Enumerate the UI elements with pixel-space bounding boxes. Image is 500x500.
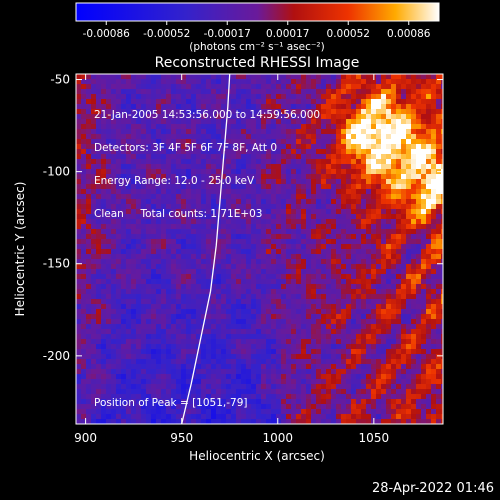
x-tick-label: 900 xyxy=(74,431,97,445)
y-tick-label: -50 xyxy=(50,73,70,87)
axis-ticks: 900 950 1000 1050 -50 -100 -150 -200 xyxy=(43,73,443,445)
observation-info: 21-Jan-2005 14:53:56.000 to 14:59:56.000… xyxy=(94,88,320,231)
peak-position-text: Position of Peak = [1051,-79] xyxy=(94,397,248,409)
x-tick-label: 1000 xyxy=(262,431,293,445)
energy-range-text: Energy Range: 12.0 - 25.0 keV xyxy=(94,175,255,187)
colorbar-tick-label: -0.00052 xyxy=(143,28,190,40)
x-tick-label: 1050 xyxy=(359,431,390,445)
colorbar-tick-label: 0.00017 xyxy=(266,28,309,40)
colorbar-ticks: -0.00086 -0.00052 -0.00017 0.00017 0.00052 0.… xyxy=(83,21,431,40)
detectors-text: Detectors: 3F 4F 5F 6F 7F 8F, Att 0 xyxy=(94,142,278,154)
colorbar-tick-label: 0.00086 xyxy=(387,28,431,40)
x-tick-label: 950 xyxy=(170,431,193,445)
colorbar-unit-label: (photons cm⁻² s⁻¹ asec⁻²) xyxy=(189,41,324,53)
chart-title: Reconstructed RHESSI Image xyxy=(155,55,360,71)
colorbar-tick-label: -0.00086 xyxy=(83,28,131,40)
footer-timestamp: 28-Apr-2022 01:46 xyxy=(372,481,494,496)
colorbar xyxy=(75,2,440,22)
y-tick-label: -100 xyxy=(43,165,70,179)
colorbar-tick-label: -0.00017 xyxy=(204,28,251,40)
heatmap-image xyxy=(76,74,443,424)
y-tick-label: -200 xyxy=(43,349,70,363)
plot-frame xyxy=(75,73,444,425)
time-range-text: 21-Jan-2005 14:53:56.000 to 14:59:56.000 xyxy=(94,109,321,121)
y-tick-label: -150 xyxy=(43,257,70,271)
solar-limb-curve xyxy=(181,74,231,424)
x-axis-label: Heliocentric X (arcsec) xyxy=(189,449,325,463)
y-axis-label: Heliocentric Y (arcsec) xyxy=(13,182,27,317)
colorbar-tick-label: 0.00052 xyxy=(327,28,370,40)
clean-counts-text: Clean Total counts: 1.71E+03 xyxy=(94,208,263,220)
